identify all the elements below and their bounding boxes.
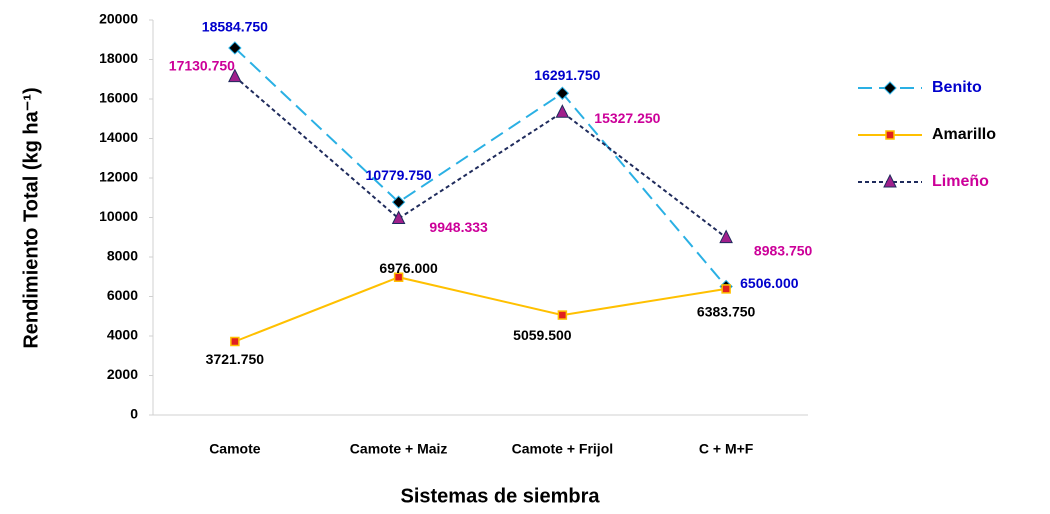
y-tick-label: 12000 (99, 169, 138, 185)
legend-marker (885, 130, 895, 140)
data-point (555, 86, 570, 100)
legend-label: Limeño (932, 173, 989, 190)
data-label: 9948.333 (429, 219, 488, 235)
data-label: 17130.750 (169, 57, 235, 73)
data-label: 6506.000 (740, 275, 799, 291)
data-point (555, 104, 570, 118)
legend-label: Benito (932, 79, 982, 96)
legend-marker (883, 173, 897, 188)
data-label: 6976.000 (379, 260, 438, 276)
x-tick-label: Camote + Maiz (350, 441, 448, 457)
y-tick-label: 6000 (107, 287, 138, 303)
y-axis-title: Rendimiento Total (kg ha⁻¹) (20, 87, 42, 348)
y-tick-label: 10000 (99, 208, 138, 224)
series-line (234, 75, 727, 239)
data-point (228, 68, 242, 83)
series-line (234, 47, 727, 288)
data-point (719, 229, 733, 244)
data-label: 15327.250 (594, 110, 660, 126)
data-label: 16291.750 (534, 67, 600, 83)
x-axis-title: Sistemas de siembra (401, 485, 601, 507)
series-line (234, 276, 727, 343)
data-point (391, 195, 406, 209)
data-point (230, 336, 240, 347)
y-tick-label: 14000 (99, 129, 138, 145)
y-tick-label: 8000 (107, 248, 138, 264)
data-point (228, 41, 242, 55)
data-point (721, 284, 731, 294)
x-tick-label: Camote + Frijol (512, 441, 614, 457)
x-tick-label: C + M+F (699, 441, 754, 457)
data-label: 8983.750 (754, 242, 813, 258)
y-tick-label: 4000 (107, 327, 138, 343)
data-point (391, 210, 406, 225)
y-tick-label: 16000 (99, 90, 138, 106)
y-tick-label: 18000 (99, 50, 138, 66)
data-label: 3721.750 (206, 351, 265, 367)
data-label: 6383.750 (697, 304, 756, 320)
data-label: 5059.500 (513, 327, 572, 343)
y-tick-label: 2000 (107, 366, 138, 382)
y-tick-label: 20000 (99, 11, 138, 27)
data-point (557, 310, 568, 320)
data-label: 18584.750 (202, 19, 268, 35)
y-tick-label: 0 (130, 406, 138, 422)
x-tick-label: Camote (209, 441, 261, 457)
data-label: 10779.750 (366, 167, 432, 183)
legend-label: Amarillo (932, 126, 996, 143)
data-point (393, 272, 404, 282)
legend-marker (883, 81, 897, 95)
